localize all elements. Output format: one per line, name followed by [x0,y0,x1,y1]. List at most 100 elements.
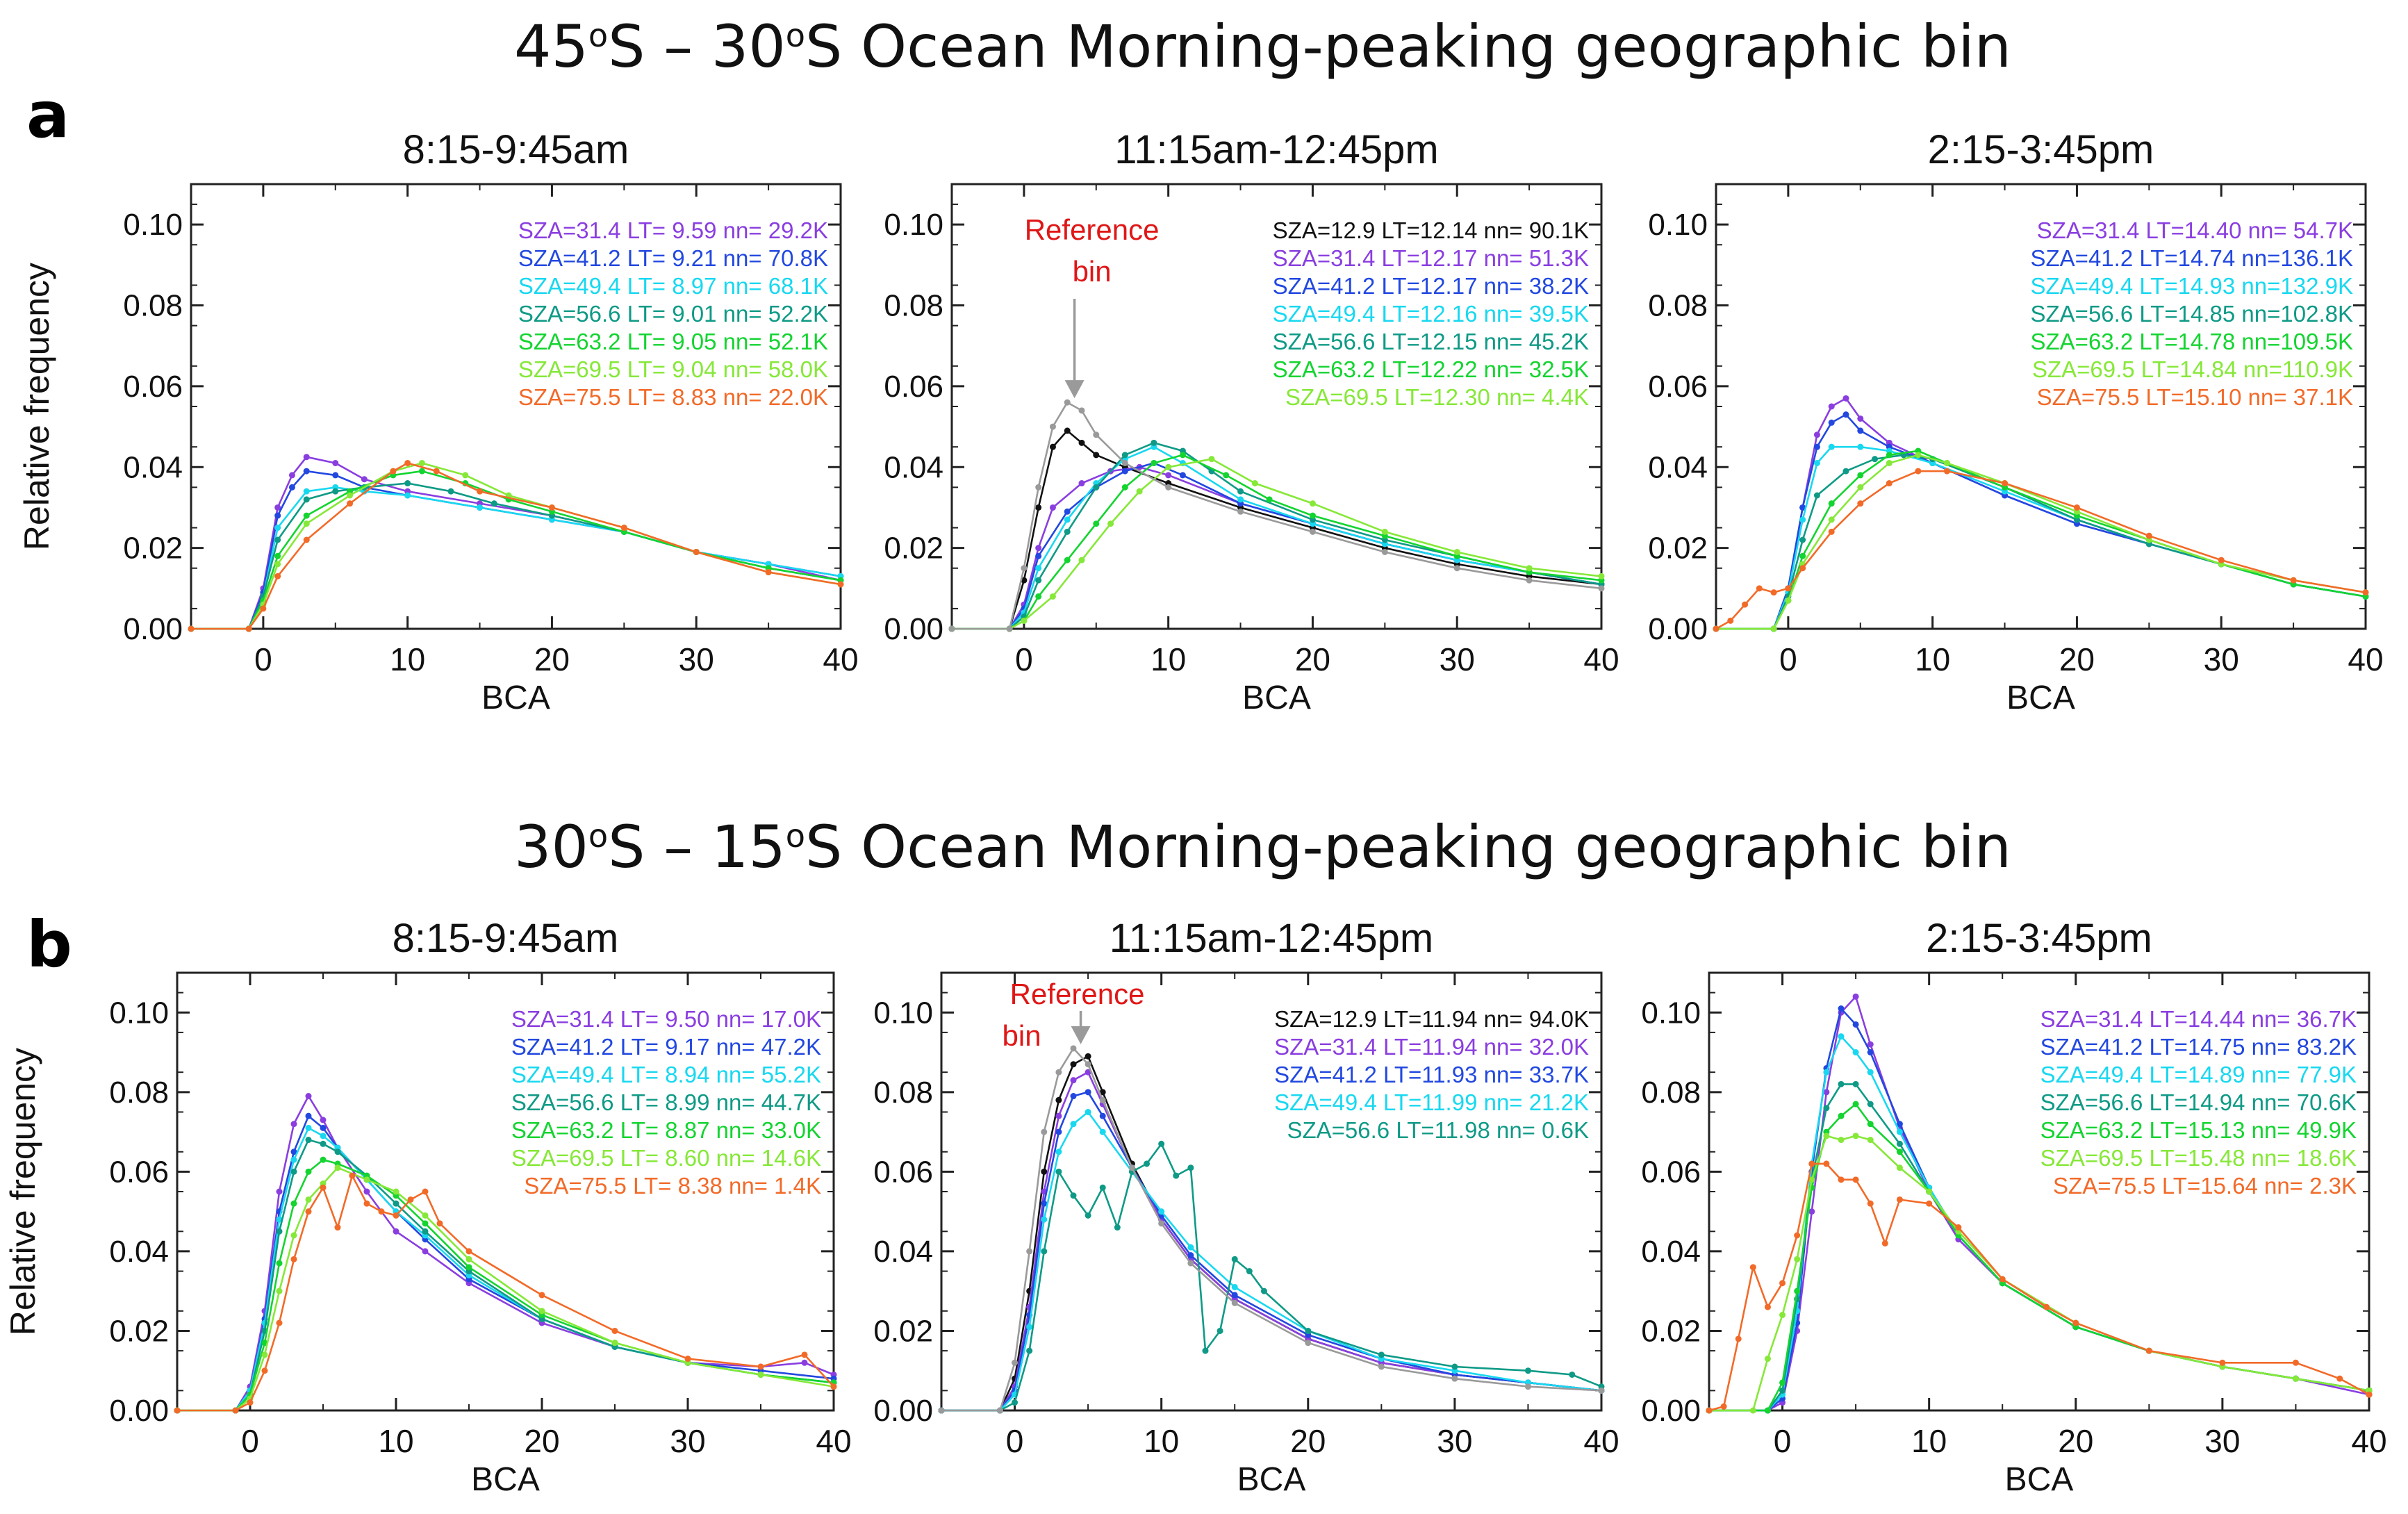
series-line [1716,397,2366,630]
data-point [334,1165,341,1171]
data-point [1842,395,1849,402]
legend-entry: SZA=41.2 LT=11.93 nn= 33.7K [1274,1062,1589,1087]
data-point [1838,1137,1845,1144]
data-point [1378,1351,1385,1358]
data-point [1237,496,1244,503]
data-point [1026,1248,1033,1255]
data-point [305,1137,312,1144]
data-point [1838,1176,1845,1183]
panel-title: 8:15-9:45am [403,127,629,172]
data-point [1808,1160,1815,1167]
data-point [1799,504,1806,511]
y-tick-label: 0.02 [873,1314,933,1348]
data-point [1158,1208,1165,1215]
data-point [1055,1112,1062,1119]
data-point [1896,1149,1903,1155]
legend-entry: SZA=41.2 LT=14.74 nn=136.1K [2031,245,2354,271]
data-point [1749,1407,1756,1414]
data-point [2219,1359,2226,1366]
data-point [1381,548,1388,555]
x-tick-label: 0 [1015,641,1033,677]
legend-entry: SZA=69.5 LT= 9.04 nn= 58.0K [518,356,828,382]
data-point [1070,1192,1077,1199]
x-tick-label: 20 [524,1423,559,1459]
data-point [1926,1188,1933,1195]
series-line [952,401,1602,630]
data-point [1223,472,1230,479]
data-point [363,1188,370,1195]
legend-entry: SZA=63.2 LT=15.13 nn= 49.9K [2040,1117,2357,1143]
data-point [1756,585,1763,592]
data-point [347,500,354,507]
data-point [1266,496,1273,503]
data-point [1867,1200,1874,1207]
chart-panel-b-3: 2:15-3:45pm 0.00 0.02 0.04 0.06 0.08 0.10 0 10 20… [1641,916,2386,1498]
x-tick-label: 30 [2204,1423,2240,1459]
data-point [334,1224,341,1231]
data-point [1165,463,1172,470]
data-point [436,1220,443,1227]
data-point [1165,484,1172,491]
data-point [1823,1160,1830,1167]
data-point [1070,1093,1077,1100]
data-point [1078,439,1085,446]
y-tick-label: 0.10 [884,208,943,242]
data-point [320,1133,327,1139]
data-point [1099,1089,1106,1096]
row-a-title: 45oS – 30oS Ocean Morning-peaking geogra… [514,13,2011,81]
data-point [1049,593,1056,600]
data-point [422,1188,429,1195]
data-point [1943,468,1950,475]
data-point [274,536,281,543]
data-point [1035,484,1042,491]
data-point [757,1371,764,1378]
data-point [1085,1069,1091,1076]
data-point [1099,1184,1106,1191]
data-point [422,1212,429,1219]
data-point [2292,1359,2299,1366]
y-tick-label: 0.06 [1641,1155,1701,1189]
y-tick-label: 0.04 [123,450,183,484]
data-point [538,1292,545,1299]
data-point [2073,504,2080,511]
data-point [2072,1319,2079,1326]
data-point [1021,565,1028,572]
y-tick-label: 0.00 [109,1394,169,1428]
data-point [1779,1312,1786,1319]
data-point [1217,1327,1223,1334]
data-point [363,1176,370,1183]
series-line [952,442,1602,630]
data-point [1828,528,1835,535]
data-point [276,1260,283,1267]
data-point [290,1149,297,1155]
series-line [952,429,1602,630]
data-point [1064,427,1071,434]
x-tick-label: 30 [1440,641,1475,677]
panel-title: 11:15am-12:45pm [1110,916,1433,961]
data-point [1070,1045,1077,1052]
data-point [462,472,469,479]
data-point [1828,419,1835,426]
data-point [378,1208,385,1215]
data-point [1064,528,1071,535]
y-axis-label: Relative frequency [17,263,56,550]
legend-entry: SZA=63.2 LT= 9.05 nn= 52.1K [518,329,828,354]
data-point [611,1340,618,1347]
data-point [422,1228,429,1235]
row-b-title-part: 30 [514,813,588,881]
data-point [1099,1096,1106,1103]
data-point [1857,415,1864,422]
data-point [1451,1363,1458,1370]
data-point [1158,1140,1165,1147]
data-point [276,1188,283,1195]
data-point [1749,1264,1756,1271]
data-point [1055,1149,1062,1155]
data-point [757,1363,764,1370]
legend-entry: SZA=31.4 LT=14.44 nn= 36.7K [2040,1006,2357,1032]
data-point [1867,1049,1874,1056]
series-line [952,458,1602,630]
data-point [1173,1172,1180,1179]
data-point [1886,480,1892,487]
series-line [952,454,1602,630]
data-point [1770,589,1777,596]
